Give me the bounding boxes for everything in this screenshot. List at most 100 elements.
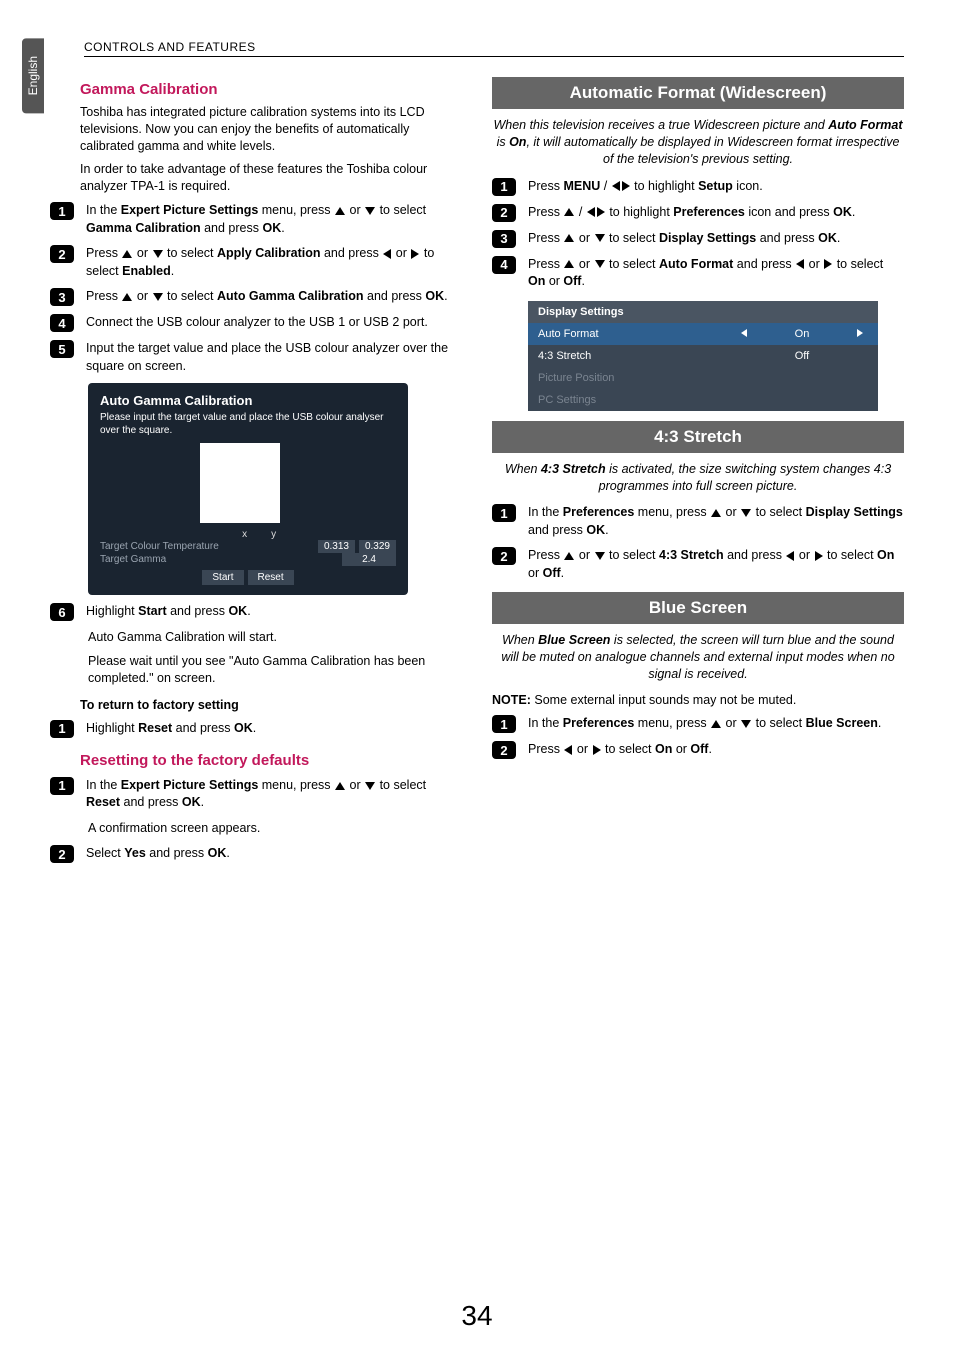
osd-tct-label: Target Colour Temperature <box>100 541 318 552</box>
af-step4: Press or to select Auto Format and press… <box>528 256 904 291</box>
step-badge: 6 <box>50 603 74 621</box>
up-icon <box>564 208 574 216</box>
step-badge: 1 <box>492 715 516 733</box>
ds-auto-format[interactable]: Auto Format <box>538 328 736 340</box>
up-icon <box>122 293 132 301</box>
step-badge: 2 <box>492 547 516 565</box>
auto-format-intro: When this television receives a true Wid… <box>492 117 904 168</box>
page-header: CONTROLS AND FEATURES <box>84 40 256 54</box>
blue-step1: In the Preferences menu, press or to sel… <box>528 715 904 733</box>
down-icon <box>153 250 163 258</box>
osd-reset-button[interactable]: Reset <box>248 570 294 585</box>
gamma-step3: Press or to select Auto Gamma Calibratio… <box>86 288 462 306</box>
up-icon <box>564 552 574 560</box>
ds-picture-position: Picture Position <box>538 372 868 384</box>
gamma-step6-line2: Auto Gamma Calibration will start. <box>88 629 462 647</box>
right-icon <box>597 207 605 217</box>
step-badge: 2 <box>50 845 74 863</box>
right-icon <box>815 551 823 561</box>
step-badge: 2 <box>492 741 516 759</box>
blue-intro: When Blue Screen is selected, the screen… <box>492 632 904 683</box>
osd-tg-label: Target Gamma <box>100 554 342 565</box>
language-tab: English <box>22 38 44 113</box>
left-icon <box>796 259 804 269</box>
blue-title: Blue Screen <box>492 592 904 624</box>
up-icon <box>711 720 721 728</box>
gamma-step6-line3: Please wait until you see "Auto Gamma Ca… <box>88 653 462 688</box>
up-icon <box>564 234 574 242</box>
right-icon <box>622 181 630 191</box>
af-step3: Press or to select Display Settings and … <box>528 230 904 248</box>
down-icon <box>595 552 605 560</box>
down-icon <box>153 293 163 301</box>
stretch-step1: In the Preferences menu, press or to sel… <box>528 504 904 539</box>
up-icon <box>564 260 574 268</box>
right-icon <box>593 745 601 755</box>
left-icon[interactable] <box>741 329 747 337</box>
osd-target-square <box>200 443 280 523</box>
step-badge: 2 <box>492 204 516 222</box>
ds-header: Display Settings <box>538 306 868 318</box>
auto-format-title: Automatic Format (Widescreen) <box>492 77 904 109</box>
step-badge: 5 <box>50 340 74 358</box>
step-badge: 3 <box>492 230 516 248</box>
step-badge: 2 <box>50 245 74 263</box>
left-icon <box>786 551 794 561</box>
af-step2: Press / to highlight Preferences icon an… <box>528 204 904 222</box>
right-column: Automatic Format (Widescreen) When this … <box>492 67 904 1280</box>
stretch-title: 4:3 Stretch <box>492 421 904 453</box>
ds-43-stretch[interactable]: 4:3 Stretch <box>538 350 736 362</box>
right-icon[interactable] <box>857 329 863 337</box>
stretch-step2: Press or to select 4:3 Stretch and press… <box>528 547 904 582</box>
gamma-step2: Press or to select Apply Calibration and… <box>86 245 462 280</box>
reset-step2: Select Yes and press OK. <box>86 845 462 863</box>
down-icon <box>365 782 375 790</box>
up-icon <box>335 207 345 215</box>
down-icon <box>595 234 605 242</box>
reset-step1-line2: A confirmation screen appears. <box>88 820 462 838</box>
left-icon <box>612 181 620 191</box>
gamma-intro1: Toshiba has integrated picture calibrati… <box>80 104 462 155</box>
display-settings-table: Display Settings Auto Format On 4:3 Stre… <box>528 301 878 411</box>
right-icon <box>824 259 832 269</box>
gamma-step1: In the Expert Picture Settings menu, pre… <box>86 202 462 237</box>
down-icon <box>365 207 375 215</box>
gamma-title: Gamma Calibration <box>80 81 462 98</box>
up-icon <box>335 782 345 790</box>
step-badge: 1 <box>492 178 516 196</box>
af-step1: Press MENU / to highlight Setup icon. <box>528 178 904 196</box>
down-icon <box>595 260 605 268</box>
step-badge: 4 <box>50 314 74 332</box>
osd-auto-gamma: Auto Gamma Calibration Please input the … <box>88 383 408 595</box>
step-badge: 1 <box>492 504 516 522</box>
ds-43-stretch-value: Off <box>752 350 852 362</box>
ds-pc-settings: PC Settings <box>538 394 868 406</box>
ds-auto-format-value: On <box>752 328 852 340</box>
left-column: Gamma Calibration Toshiba has integrated… <box>50 67 462 1280</box>
step-badge: 1 <box>50 777 74 795</box>
step-badge: 4 <box>492 256 516 274</box>
step-badge: 3 <box>50 288 74 306</box>
osd-x-header: x <box>242 529 247 540</box>
page-number: 34 <box>50 1280 904 1332</box>
down-icon <box>741 720 751 728</box>
right-icon <box>411 249 419 259</box>
step-badge: 1 <box>50 202 74 220</box>
osd-val-x: 0.313 <box>318 540 355 553</box>
left-icon <box>383 249 391 259</box>
reset-title: Resetting to the factory defaults <box>80 752 462 769</box>
osd-val-y: 0.329 <box>359 540 396 553</box>
reset-step1: In the Expert Picture Settings menu, pre… <box>86 777 462 812</box>
left-icon <box>564 745 572 755</box>
left-icon <box>587 207 595 217</box>
up-icon <box>122 250 132 258</box>
osd-start-button[interactable]: Start <box>202 570 243 585</box>
gamma-step4: Connect the USB colour analyzer to the U… <box>86 314 462 332</box>
return-heading: To return to factory setting <box>80 698 462 712</box>
blue-note: NOTE: Some external input sounds may not… <box>492 693 904 707</box>
stretch-intro: When 4:3 Stretch is activated, the size … <box>492 461 904 495</box>
osd-subtitle: Please input the target value and place … <box>100 412 396 437</box>
osd-y-header: y <box>271 529 276 540</box>
osd-title: Auto Gamma Calibration <box>100 393 396 408</box>
up-icon <box>711 509 721 517</box>
